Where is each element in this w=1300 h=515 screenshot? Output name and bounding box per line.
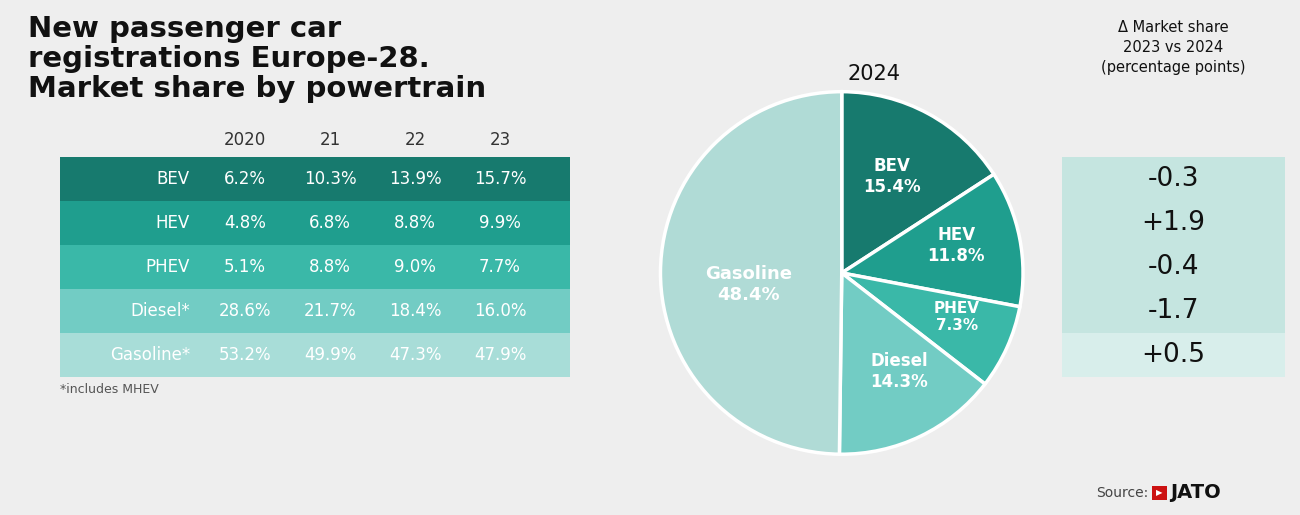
- Text: 9.0%: 9.0%: [394, 258, 436, 276]
- Text: Gasoline
48.4%: Gasoline 48.4%: [705, 265, 792, 304]
- Text: 6.2%: 6.2%: [224, 170, 266, 188]
- Text: +0.5: +0.5: [1141, 342, 1205, 368]
- Text: Market share by powertrain: Market share by powertrain: [29, 75, 486, 103]
- Bar: [1062, 289, 1284, 333]
- Bar: [1062, 245, 1284, 289]
- Text: BEV: BEV: [157, 170, 190, 188]
- Text: 13.9%: 13.9%: [389, 170, 441, 188]
- Text: Diesel
14.3%: Diesel 14.3%: [870, 352, 928, 391]
- Text: ▶: ▶: [1156, 489, 1162, 497]
- Text: -0.4: -0.4: [1148, 254, 1199, 280]
- Wedge shape: [840, 273, 985, 454]
- Text: HEV
11.8%: HEV 11.8%: [928, 227, 985, 265]
- Bar: [1152, 486, 1167, 500]
- Text: Gasoline*: Gasoline*: [109, 346, 190, 364]
- Wedge shape: [660, 92, 842, 454]
- Text: +1.9: +1.9: [1141, 210, 1205, 236]
- Bar: [60, 289, 569, 333]
- Text: 2020: 2020: [224, 131, 266, 149]
- Bar: [60, 201, 569, 245]
- Bar: [1062, 333, 1284, 377]
- Text: -1.7: -1.7: [1148, 298, 1199, 324]
- Bar: [1062, 157, 1284, 201]
- Text: Δ Market share
2023 vs 2024
(percentage points): Δ Market share 2023 vs 2024 (percentage …: [1101, 20, 1245, 75]
- Text: 21: 21: [320, 131, 341, 149]
- Text: 53.2%: 53.2%: [218, 346, 272, 364]
- Text: PHEV
7.3%: PHEV 7.3%: [933, 301, 980, 333]
- Wedge shape: [842, 174, 1023, 307]
- Wedge shape: [841, 92, 993, 273]
- Text: -0.3: -0.3: [1148, 166, 1199, 192]
- Text: 4.8%: 4.8%: [224, 214, 266, 232]
- Text: 10.3%: 10.3%: [304, 170, 356, 188]
- Bar: [60, 245, 569, 289]
- Text: HEV: HEV: [156, 214, 190, 232]
- Bar: [1062, 201, 1284, 245]
- Text: 7.7%: 7.7%: [480, 258, 521, 276]
- Text: 8.8%: 8.8%: [394, 214, 436, 232]
- Text: JATO: JATO: [1170, 484, 1221, 503]
- Text: 28.6%: 28.6%: [218, 302, 272, 320]
- Bar: [60, 157, 569, 201]
- Text: 22: 22: [404, 131, 425, 149]
- Text: New passenger car: New passenger car: [29, 15, 341, 43]
- Text: *includes MHEV: *includes MHEV: [60, 383, 159, 396]
- Text: 2024: 2024: [848, 63, 901, 83]
- Bar: [60, 333, 569, 377]
- Text: 5.1%: 5.1%: [224, 258, 266, 276]
- Text: Source:: Source:: [1096, 486, 1148, 500]
- Text: 18.4%: 18.4%: [389, 302, 441, 320]
- Text: PHEV: PHEV: [146, 258, 190, 276]
- Text: 21.7%: 21.7%: [304, 302, 356, 320]
- Wedge shape: [842, 273, 1020, 384]
- Text: registrations Europe-28.: registrations Europe-28.: [29, 45, 430, 73]
- Text: 15.7%: 15.7%: [473, 170, 526, 188]
- Text: 8.8%: 8.8%: [309, 258, 351, 276]
- Text: Diesel*: Diesel*: [130, 302, 190, 320]
- Text: 16.0%: 16.0%: [473, 302, 526, 320]
- Text: 9.9%: 9.9%: [480, 214, 521, 232]
- Text: 47.9%: 47.9%: [473, 346, 526, 364]
- Text: 6.8%: 6.8%: [309, 214, 351, 232]
- Text: BEV
15.4%: BEV 15.4%: [863, 157, 922, 196]
- Text: 23: 23: [489, 131, 511, 149]
- Text: 49.9%: 49.9%: [304, 346, 356, 364]
- Text: 47.3%: 47.3%: [389, 346, 441, 364]
